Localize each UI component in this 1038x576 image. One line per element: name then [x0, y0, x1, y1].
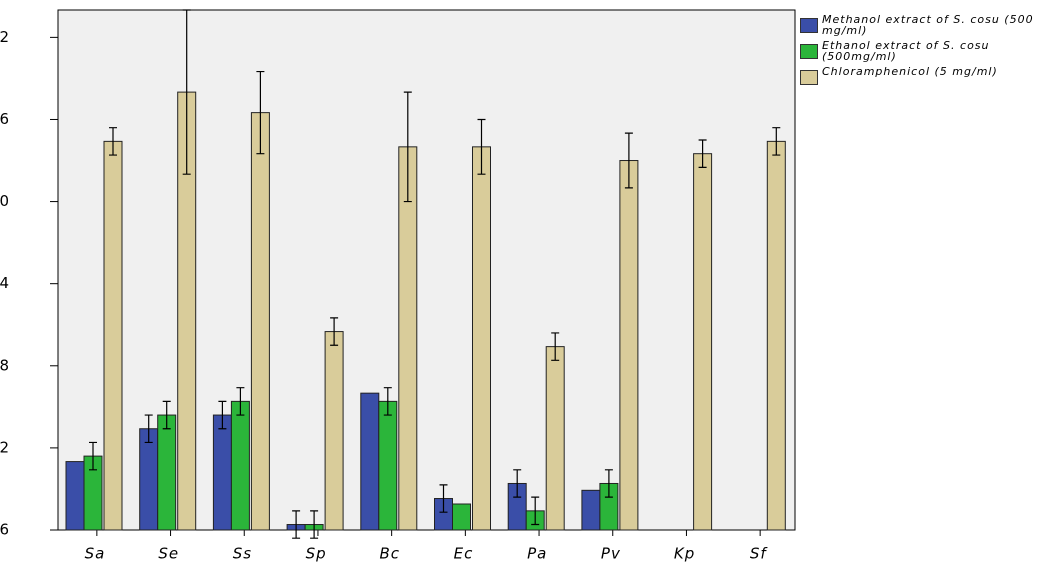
error-bar: [551, 332, 560, 361]
legend-swatch: [800, 44, 818, 59]
bar: [212, 414, 232, 531]
y-tick-label: 0: [0, 192, 9, 210]
bar: [581, 489, 601, 531]
bar: [452, 503, 471, 531]
bar: [693, 153, 713, 531]
bar: [230, 400, 250, 531]
bar: [398, 146, 418, 531]
x-tick-label: Kp: [674, 545, 695, 563]
error-bar: [403, 91, 412, 203]
error-bar: [109, 127, 117, 156]
x-tick-label: Se: [158, 545, 179, 563]
x-tick-label: Bc: [380, 545, 401, 563]
error-bar: [383, 387, 392, 416]
y-tick-label: 2: [0, 438, 9, 456]
bar: [139, 428, 159, 531]
x-tick-label: Sf: [750, 545, 769, 563]
bar: [103, 140, 123, 531]
y-tick-label: 2: [0, 28, 9, 46]
error-bar: [89, 441, 97, 471]
legend-item: Methanol extract of S. cosu (500 mg/ml): [800, 14, 1038, 36]
bar: [766, 140, 786, 531]
error-bar: [531, 496, 540, 526]
error-bar: [513, 469, 522, 498]
y-tick-label: 4: [0, 274, 9, 292]
bar: [378, 400, 398, 531]
error-bar: [182, 9, 191, 175]
bar: [157, 414, 177, 531]
bar: [360, 392, 380, 531]
legend-item: Chloramphenicol (5 mg/ml): [800, 66, 1038, 85]
error-bar: [256, 70, 265, 155]
legend-item: Ethanol extract of S. cosu (500mg/ml): [800, 40, 1038, 62]
error-bar: [144, 414, 153, 444]
error-bar: [604, 469, 613, 498]
chart: 6 2 8 4 0 6 2 Sa Se Ss Sp Bc Ec Pa Pv Kp Sf: [0, 9, 796, 563]
legend-swatch: [800, 70, 818, 85]
x-tick-label: Pv: [601, 545, 621, 563]
error-bar: [236, 387, 245, 416]
legend-swatch: [800, 18, 818, 33]
legend: Methanol extract of S. cosu (500 mg/ml) E…: [800, 14, 1038, 89]
bar: [545, 346, 565, 531]
error-bar: [292, 510, 301, 539]
bar: [472, 146, 491, 531]
bar: [65, 461, 85, 531]
error-bar: [772, 127, 781, 156]
legend-label: Chloramphenicol (5 mg/ml): [822, 65, 998, 78]
bar: [619, 160, 639, 531]
legend-label: Ethanol extract of S. cosu (500mg/ml): [822, 39, 990, 63]
error-bar: [624, 132, 633, 189]
x-tick-label: Pa: [527, 545, 547, 563]
error-bar: [477, 118, 486, 175]
error-bar: [218, 400, 227, 430]
x-tick-label: Sp: [306, 545, 327, 563]
error-bar: [439, 484, 448, 513]
y-tick-label: 8: [0, 356, 9, 374]
error-bar: [310, 510, 319, 539]
error-bar: [162, 400, 171, 430]
y-tick-label: 6: [0, 521, 9, 539]
x-tick-label: Ss: [233, 545, 252, 563]
x-tick-label: Ec: [454, 545, 474, 563]
x-tick-label: Sa: [85, 545, 106, 563]
y-tick-label: 6: [0, 110, 9, 128]
bar: [250, 112, 270, 531]
bar: [324, 331, 344, 531]
error-bar: [330, 317, 339, 346]
error-bar: [698, 139, 707, 168]
legend-label: Methanol extract of S. cosu (500 mg/ml): [822, 14, 1034, 37]
